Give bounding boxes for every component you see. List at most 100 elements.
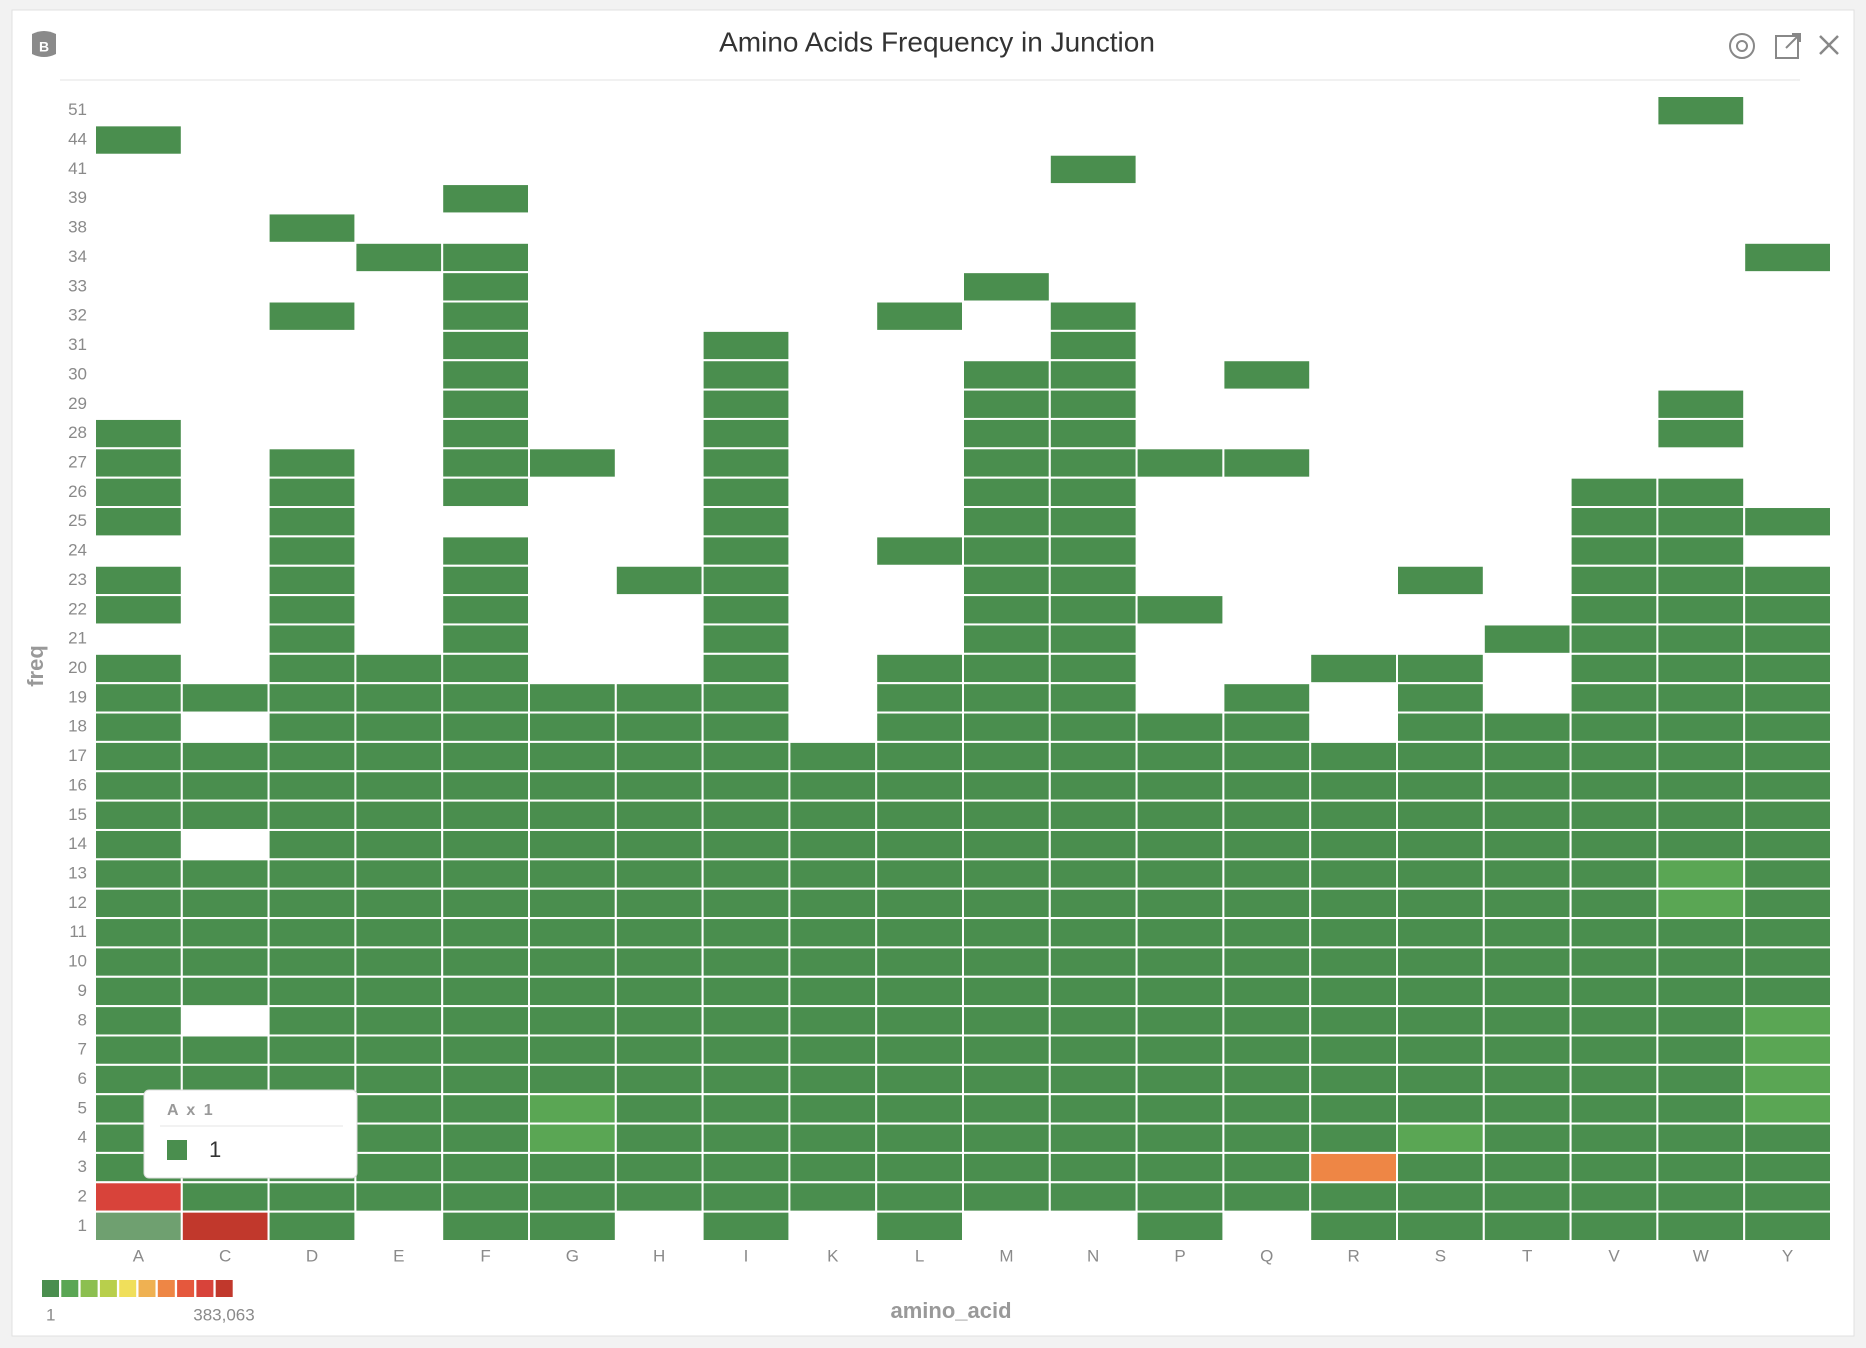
cell [1569,682,1659,714]
cell [1048,506,1138,538]
y-tick-label: 13 [68,863,87,882]
cell [1222,1005,1312,1037]
cell [875,858,965,890]
cell [1482,740,1572,773]
cell [441,300,531,332]
svg-text:B: B [39,39,49,55]
cell [962,682,1051,714]
cell [614,740,704,773]
cell [1048,858,1138,890]
cell [1569,770,1659,802]
cell [701,946,791,978]
cell [528,711,617,743]
cell [614,1063,704,1096]
settings-icon[interactable] [1729,33,1755,59]
y-tick-label: 24 [68,541,87,560]
cell [1569,1034,1659,1066]
cell [1482,770,1572,802]
cell [1396,1063,1485,1096]
cell [1656,711,1746,743]
cell [1222,1034,1312,1066]
cell [1743,1063,1832,1096]
cell [1396,1210,1485,1242]
cell [1309,1063,1398,1096]
cell [1743,828,1832,861]
tooltip-swatch [167,1140,187,1160]
cell [788,975,878,1008]
cell [267,711,357,743]
close-icon[interactable] [1819,35,1839,55]
cell [614,946,704,978]
cell [1656,1005,1746,1037]
cell [1482,799,1572,831]
cell [441,476,531,509]
export-icon[interactable] [1775,33,1801,59]
cell [1048,740,1138,773]
cell [528,1005,617,1037]
cell [94,124,183,156]
legend-swatch [61,1280,79,1297]
cell [267,447,357,479]
cell [1656,858,1746,890]
cell [1656,799,1746,831]
cell [701,564,791,597]
y-tick-label: 21 [68,629,87,648]
cell [180,946,270,978]
cell [1048,300,1138,332]
y-tick-label: 26 [68,482,87,501]
cell [962,652,1051,685]
cell [528,770,617,802]
tooltip-title: A x 1 [167,1102,215,1119]
cell [875,799,965,831]
cell [1309,1210,1398,1242]
cell [1135,946,1225,978]
cell [701,1063,791,1096]
cell [1569,711,1659,743]
cell [1309,1122,1398,1154]
y-tick-label: 5 [78,1098,87,1117]
cell [94,594,183,626]
cell [528,946,617,978]
cell [1396,711,1485,743]
cell [962,271,1051,303]
cell [354,1122,444,1154]
cell [267,594,357,626]
cell [1656,770,1746,802]
x-tick-label: G [566,1246,579,1265]
legend-swatch [119,1280,137,1297]
cell [788,917,878,949]
cell [1135,1005,1225,1037]
cell [701,447,791,479]
cell [94,858,183,890]
cell [962,858,1051,890]
x-tick-label: S [1435,1246,1446,1265]
y-tick-label: 41 [68,159,87,178]
cell [1569,1210,1659,1242]
cell [1048,1005,1138,1037]
legend-swatch [99,1280,117,1297]
cell [180,917,270,949]
cell [1482,1181,1572,1213]
cell [267,946,357,978]
y-tick-label: 39 [68,188,87,207]
cell [528,1034,617,1066]
x-tick-label: T [1522,1246,1532,1265]
cell [1135,828,1225,861]
cell [614,564,704,597]
cell [1309,858,1398,890]
cell [1135,887,1225,920]
cell [788,1122,878,1154]
y-tick-label: 18 [68,717,87,736]
cell [354,828,444,861]
cell [1396,1093,1485,1125]
cell [1743,1151,1832,1184]
cell [1048,1093,1138,1125]
cell [267,1210,357,1242]
cell [962,388,1051,420]
legend-swatch [138,1280,156,1297]
cell [875,1063,965,1096]
cell [1048,799,1138,831]
cell [1396,1122,1485,1154]
cell [1569,917,1659,949]
